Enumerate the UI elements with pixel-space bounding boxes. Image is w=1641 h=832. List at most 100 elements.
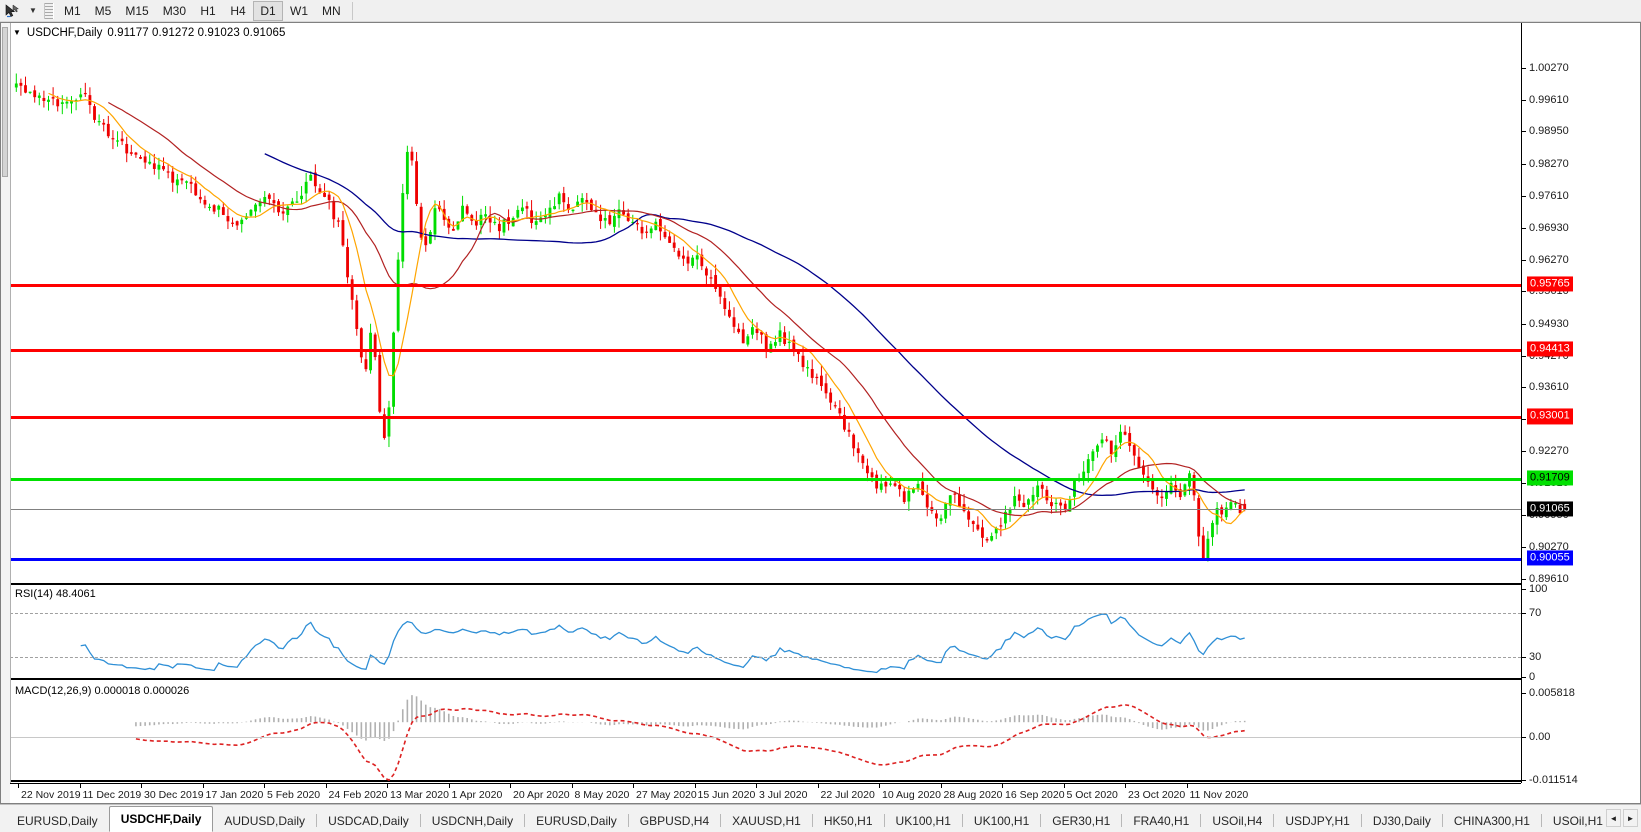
date-axis-tick	[940, 784, 942, 788]
price-scale-label: 0.96930	[1529, 222, 1569, 235]
date-axis-label: 23 Oct 2020	[1128, 789, 1186, 801]
rsi-scale-tick	[1522, 613, 1526, 614]
timeframe-button-m15[interactable]: M15	[125, 3, 149, 18]
price-scale-axis[interactable]: 1.00270 0.99610 0.98950 0.98270 0.97610 0.969…	[1521, 23, 1640, 786]
price-scale-tick	[1522, 259, 1526, 261]
date-axis-label: 11 Dec 2019	[82, 789, 142, 801]
price-scale-tick	[1522, 418, 1526, 420]
price-level-badge-black[interactable]: 0.91065	[1527, 501, 1573, 517]
chevron-down-icon[interactable]: ▼	[29, 6, 37, 15]
toolbar-grip[interactable]	[44, 2, 54, 19]
tab-divider	[419, 814, 421, 827]
rsi-scale-label: 0	[1529, 671, 1536, 683]
chart-tab-ger30-h1[interactable]: GER30,H1	[1052, 814, 1111, 828]
rsi-scale-tick	[1522, 677, 1526, 678]
chart-tab-usoil-h1[interactable]: USOil,H1	[1552, 814, 1603, 828]
date-axis-tick	[756, 784, 757, 788]
chart-menu-caret-icon[interactable]: ▼	[13, 28, 21, 37]
chart-tab-eurusd-daily[interactable]: EURUSD,Daily	[17, 814, 98, 828]
chart-tab-china300-h1[interactable]: CHINA300,H1	[1453, 814, 1530, 828]
price-level-badge-green[interactable]: 0.91709	[1527, 470, 1573, 486]
chart-tab-fra40-h1[interactable]: FRA40,H1	[1133, 814, 1190, 828]
scroll-thumb[interactable]	[2, 27, 8, 177]
level-line-support-1[interactable]	[10, 478, 1521, 482]
price-scale-label: 0.97610	[1529, 189, 1569, 202]
price-level-badge-blue[interactable]: 0.90055	[1527, 550, 1573, 566]
chart-tab-usdchf-daily[interactable]: USDCHF,Daily	[108, 806, 214, 832]
date-axis-label: 20 Apr 2020	[513, 789, 570, 801]
chart-tab-xauusd-h1[interactable]: XAUUSD,H1	[732, 814, 801, 828]
level-line-resistance-3[interactable]	[10, 416, 1521, 420]
date-axis-label: 11 Nov 2020	[1189, 789, 1249, 801]
price-scale-tick	[1522, 579, 1526, 580]
chart-tab-audusd-daily[interactable]: AUDUSD,Daily	[224, 814, 306, 828]
rsi-overbought-line	[10, 613, 1521, 614]
tab-divider	[811, 814, 813, 827]
date-axis-label: 28 Aug 2020	[943, 789, 1003, 801]
price-scale-tick	[1522, 451, 1526, 453]
timeframe-toolbar: ▼ M1 M5 M15 M30 H1 H4 D1 W1 MN	[0, 0, 1641, 22]
price-scale-tick	[1522, 387, 1526, 389]
chart-tab-uk100-h1[interactable]: UK100,H1	[895, 814, 951, 828]
candle-series	[14, 73, 1247, 562]
date-axis-tick	[633, 784, 634, 788]
level-line-resistance-2[interactable]	[10, 348, 1521, 352]
price-chart-panel[interactable]	[10, 23, 1521, 581]
chart-tab-usdjpy-h1[interactable]: USDJPY,H1	[1285, 814, 1350, 828]
chart-area[interactable]: ▼ USDCHF,Daily 0.91177 0.91272 0.91023 0…	[0, 22, 1641, 804]
price-level-badge-red[interactable]: 0.93001	[1527, 408, 1573, 424]
timeframe-button-w1[interactable]: W1	[290, 3, 309, 18]
scroll-right-icon[interactable]: ►	[1623, 809, 1638, 827]
vertical-scroll-gutter[interactable]	[1, 23, 11, 803]
date-axis-tick	[387, 784, 388, 788]
timeframe-button-m5[interactable]: M5	[94, 3, 112, 18]
chart-ohlc-values: 0.91177 0.91272 0.91023 0.91065	[107, 27, 286, 39]
price-scale-tick	[1522, 323, 1526, 325]
timeframe-button-mn[interactable]: MN	[322, 3, 341, 18]
chart-tab-gbpusd-h4[interactable]: GBPUSD,H4	[639, 814, 710, 828]
date-axis-tick	[18, 784, 19, 788]
chart-tab-eurusd-daily[interactable]: EURUSD,Daily	[536, 814, 617, 828]
macd-scale-tick	[1522, 737, 1526, 738]
chart-tab-usdcnh-daily[interactable]: USDCNH,Daily	[431, 814, 514, 828]
tab-scroll-arrows: ◄ ►	[1604, 805, 1641, 832]
macd-scale-label: 0.00	[1529, 731, 1551, 743]
scroll-left-icon[interactable]: ◄	[1606, 809, 1621, 827]
date-axis-label: 30 Dec 2019	[144, 789, 204, 801]
tab-divider	[1200, 814, 1202, 827]
price-level-badge-red[interactable]: 0.94413	[1527, 341, 1573, 357]
level-line-support-2[interactable]	[10, 557, 1521, 561]
price-scale-tick	[1522, 514, 1526, 516]
chart-tab-hk50-h1[interactable]: HK50,H1	[823, 814, 873, 828]
chart-tab-usoil-h4[interactable]: USOil,H4	[1212, 814, 1263, 828]
tab-divider	[1273, 814, 1275, 827]
tab-divider	[1540, 814, 1542, 827]
timeframe-button-h4[interactable]: H4	[230, 3, 246, 18]
chart-tab-dj30-daily[interactable]: DJ30,Daily	[1372, 814, 1431, 828]
date-axis-label: 5 Oct 2020	[1066, 789, 1118, 801]
crosshair-cursor-icon[interactable]	[0, 1, 26, 21]
rsi-indicator-panel[interactable]: RSI(14) 48.4061	[10, 583, 1521, 680]
tab-divider	[1040, 814, 1042, 827]
timeframe-button-h1[interactable]: H1	[200, 3, 216, 18]
timeframe-button-d1[interactable]: D1	[253, 0, 284, 21]
chart-tab-usdcad-daily[interactable]: USDCAD,Daily	[328, 814, 409, 828]
macd-plot	[135, 695, 1246, 782]
price-scale-label: 0.96270	[1529, 253, 1569, 266]
tab-divider	[1441, 814, 1443, 827]
date-axis-label: 1 Apr 2020	[451, 789, 503, 801]
price-scale-tick	[1522, 163, 1526, 165]
timeframe-button-m30[interactable]: M30	[162, 3, 187, 18]
price-scale-tick	[1522, 291, 1526, 293]
date-axis-tick	[817, 784, 819, 788]
level-line-resistance-1[interactable]	[10, 283, 1521, 287]
price-level-badge-red[interactable]: 0.95765	[1527, 276, 1573, 292]
macd-indicator-panel[interactable]: MACD(12,26,9) 0.000018 0.000026	[10, 682, 1521, 782]
price-scale-label: 0.99610	[1529, 93, 1569, 106]
chart-tab-uk100-h1[interactable]: UK100,H1	[973, 814, 1030, 828]
rsi-line	[80, 613, 1245, 674]
level-line-current[interactable]	[10, 509, 1521, 511]
price-scale-label: 0.98950	[1529, 125, 1569, 138]
timeframe-button-m1[interactable]: M1	[64, 3, 81, 18]
